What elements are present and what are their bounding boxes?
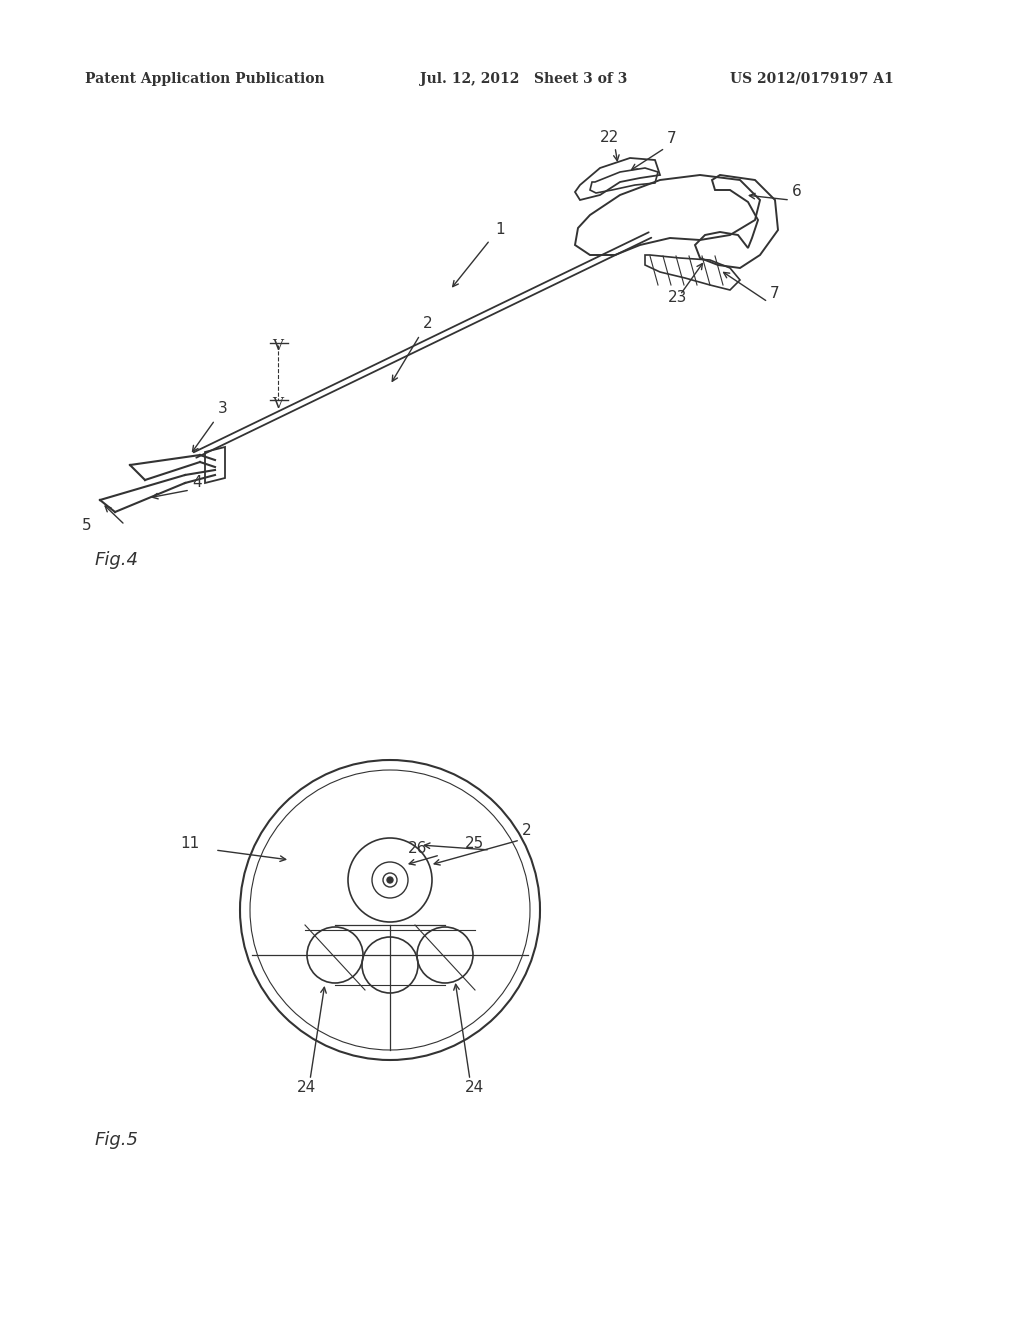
Text: Patent Application Publication: Patent Application Publication xyxy=(85,73,325,86)
Text: 26: 26 xyxy=(408,841,427,855)
Text: Jul. 12, 2012   Sheet 3 of 3: Jul. 12, 2012 Sheet 3 of 3 xyxy=(420,73,628,86)
Circle shape xyxy=(387,876,393,883)
Text: 22: 22 xyxy=(600,129,620,145)
Text: 25: 25 xyxy=(465,836,484,851)
Text: 24: 24 xyxy=(297,1080,316,1096)
Text: 6: 6 xyxy=(792,183,802,199)
Text: 2: 2 xyxy=(423,315,432,331)
Text: V: V xyxy=(272,397,284,411)
Text: Fig.4: Fig.4 xyxy=(95,550,139,569)
Text: US 2012/0179197 A1: US 2012/0179197 A1 xyxy=(730,73,894,86)
Text: 11: 11 xyxy=(180,836,200,851)
Text: 24: 24 xyxy=(465,1080,484,1096)
Text: 3: 3 xyxy=(218,401,227,416)
Text: 4: 4 xyxy=(193,475,202,490)
Text: 2: 2 xyxy=(522,822,531,838)
Text: Fig.5: Fig.5 xyxy=(95,1131,139,1148)
Text: 1: 1 xyxy=(495,222,505,238)
Text: 5: 5 xyxy=(82,517,91,533)
Text: V: V xyxy=(272,339,284,352)
Text: 7: 7 xyxy=(770,286,779,301)
Text: 23: 23 xyxy=(668,290,687,305)
Text: 7: 7 xyxy=(667,131,677,147)
